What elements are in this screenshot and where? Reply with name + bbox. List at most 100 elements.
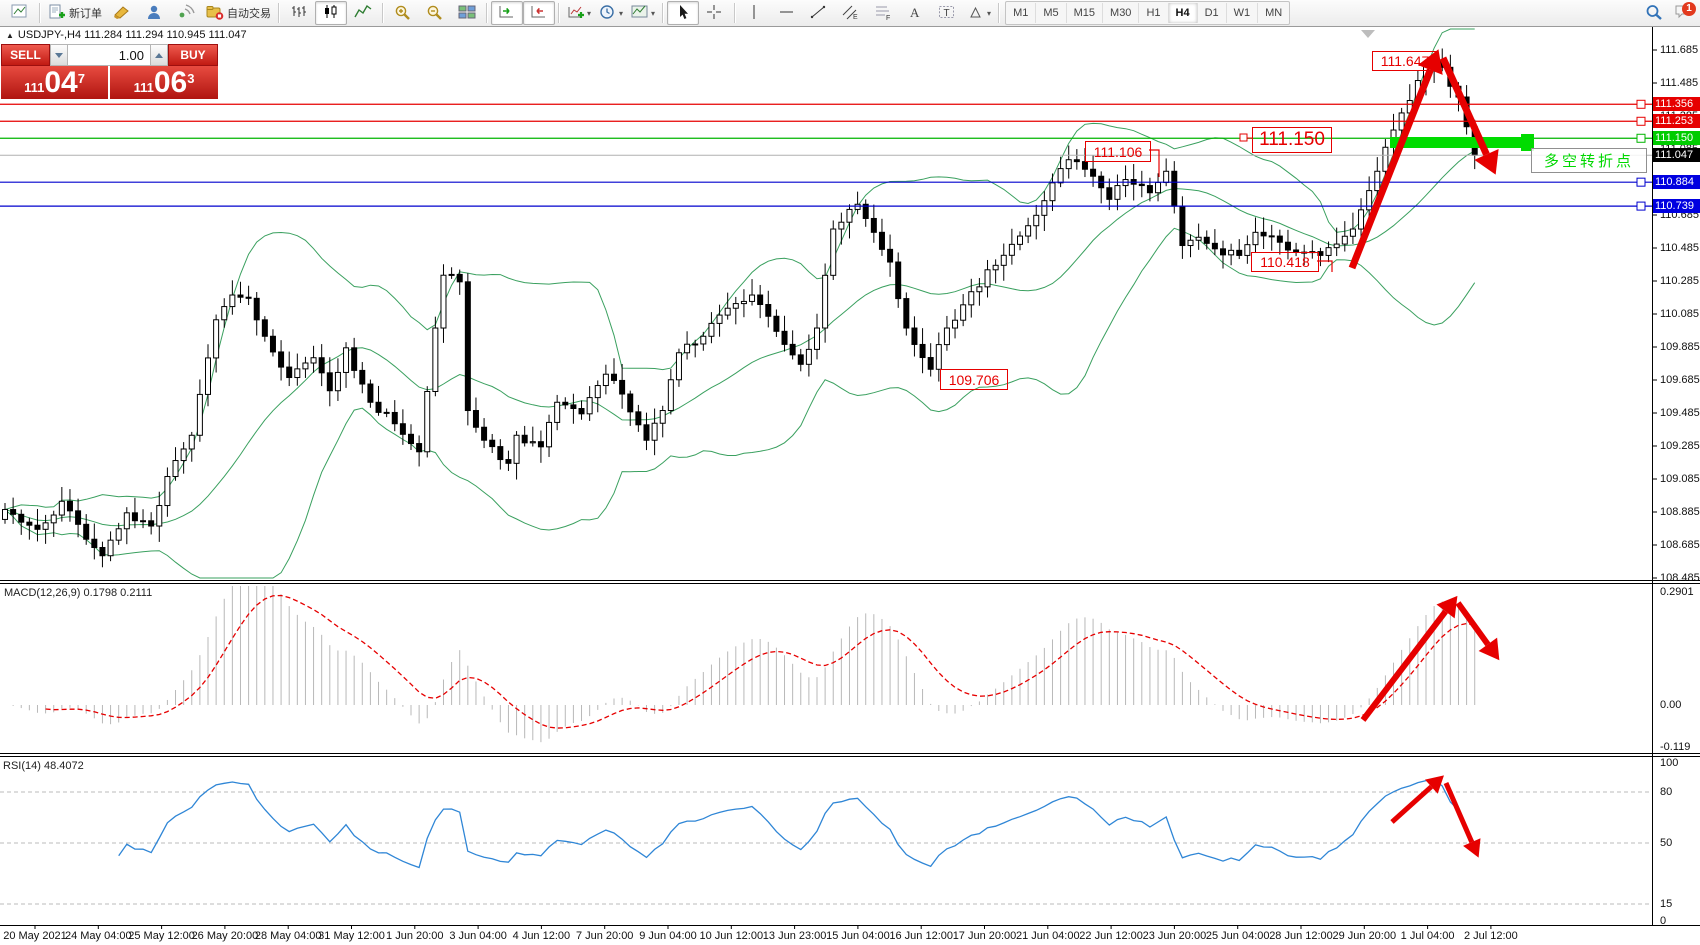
chart-shift-button[interactable] [523,1,555,25]
indicators-icon [567,4,585,23]
crosshair-button[interactable] [699,1,731,25]
trend-arrows[interactable] [1348,49,1500,858]
price-annotation[interactable]: 109.706 [940,369,1008,390]
timeframe-w1[interactable]: W1 [1227,3,1259,23]
timeframe-h1[interactable]: H1 [1139,3,1169,23]
timeframe-m5[interactable]: M5 [1036,3,1067,23]
volume-input[interactable] [68,44,150,66]
time-axis-label: 21 Jun 04:00 [1015,930,1080,942]
timeframe-d1[interactable]: D1 [1198,3,1227,23]
toolbar-separator [734,3,737,23]
annotation-leaders [1149,133,1333,272]
spinner-up-icon [155,52,163,58]
tile-windows-button[interactable] [451,1,483,25]
sell-button[interactable]: SELL [1,44,50,66]
zoom-out-button[interactable] [419,1,451,25]
price-axis-label: 110.485 [1660,242,1699,254]
chart-shift-marker-icon [1361,30,1375,38]
price-tag: 110.739 [1653,199,1700,214]
price-annotation[interactable]: 111.647 [1372,51,1438,71]
chart-window-button[interactable] [4,1,36,25]
chevron-down-icon: ▾ [987,8,992,18]
price-annotation[interactable]: 110.418 [1251,252,1319,272]
buy-button[interactable]: BUY [168,44,218,66]
auto-trading-button[interactable]: 自动交易 [202,1,275,25]
buy-price[interactable]: 111 06 3 [110,66,218,99]
periods-button[interactable]: ▾ [595,1,627,25]
rsi-axis-label: 80 [1660,786,1673,798]
highlighter-icon [113,4,131,23]
chevron-down-icon: ▾ [651,8,656,18]
candles-icon [322,4,340,23]
candlestick-chart-button[interactable] [315,1,347,25]
text-label-button[interactable]: T [931,1,963,25]
support-zone-bar[interactable] [1390,134,1534,151]
label-icon: T [938,4,956,23]
timeframe-h4[interactable]: H4 [1168,3,1198,23]
sell-price[interactable]: 111 04 7 [1,66,108,99]
svg-text:E: E [853,14,858,20]
equidistant-channel-button[interactable]: E [835,1,867,25]
rsi-axis-label: 50 [1660,837,1673,849]
toolbar-separator [382,3,384,23]
highlighter-button[interactable] [106,1,138,25]
price-axis-label: 108.685 [1660,539,1700,551]
price-axis-label: 108.885 [1660,506,1700,518]
person-icon [145,4,163,23]
timeframe-m15[interactable]: M15 [1067,3,1104,23]
cursor-button[interactable] [667,1,700,25]
volume-decrease-button[interactable] [50,44,68,66]
zoom-in-button[interactable] [387,1,419,25]
bar-chart-button[interactable] [283,1,315,25]
price-annotation[interactable]: 111.106 [1085,141,1151,162]
timeframe-m30[interactable]: M30 [1103,3,1140,23]
horizontal-line-button[interactable] [771,1,803,25]
templates-button[interactable]: ▾ [627,1,659,25]
zoom-in-icon [394,4,412,23]
doc-plus-icon [48,4,66,23]
pivot-note[interactable]: 多空转折点 [1531,148,1647,173]
collapse-quote-panel-icon[interactable]: ▲ [6,31,14,40]
price-axis-label: 110.085 [1660,308,1699,320]
vertical-line-button[interactable] [739,1,771,25]
search-button[interactable] [1638,1,1670,25]
price-tag: 111.253 [1653,114,1700,129]
volume-increase-button[interactable] [150,44,168,66]
auto-scroll-button[interactable] [491,1,523,25]
chevron-down-icon: ▾ [587,8,592,18]
time-axis-label: 2 Jul 12:00 [1463,930,1518,942]
price-annotation[interactable]: 111.150 [1252,127,1332,153]
chart-canvas [0,27,1700,929]
time-axis-label: 15 Jun 04:00 [826,930,890,942]
search-icon [1645,4,1663,23]
notifications-button[interactable]: 1 [1670,2,1696,24]
buy-price-big: 06 [153,66,188,99]
shapes-button[interactable]: ▾ [963,1,995,25]
time-axis-label: 1 Jun 20:00 [386,930,444,942]
chartshift-icon [530,4,548,23]
indicators-button[interactable]: ▾ [563,1,595,25]
timeframe-m1[interactable]: M1 [1006,3,1037,23]
rsi-axis-label: 100 [1660,757,1679,769]
trendline-button[interactable] [803,1,835,25]
price-axis-label: 109.485 [1660,407,1700,419]
time-axis-label: 20 May 2021 [3,930,67,942]
price-axis-label: 108.485 [1660,572,1700,584]
main-toolbar: 新订单 自动交易 ▾ ▾ ▾ E F A T ▾ M1 M5 M15 M30 H1 H4 D1 W1 MN 1 [0,0,1700,27]
toolbar-separator [558,3,560,23]
new-order-button[interactable]: 新订单 [44,1,106,25]
time-axis-label: 28 May 04:00 [254,930,322,942]
signals-button[interactable] [170,1,202,25]
community-button[interactable] [138,1,170,25]
time-axis-label: 10 Jun 12:00 [699,930,764,942]
text-button[interactable]: A [899,1,931,25]
price-tag: 111.150 [1653,131,1700,146]
timeframe-mn[interactable]: MN [1265,7,1283,19]
fibo-icon: F [874,4,892,23]
time-axis-label: 29 Jun 20:00 [1332,930,1397,942]
chevron-down-icon: ▾ [619,8,624,18]
trendline-icon [810,4,828,23]
time-axis-label: 17 Jun 20:00 [952,930,1017,942]
fibonacci-button[interactable]: F [867,1,899,25]
line-chart-button[interactable] [347,1,379,25]
